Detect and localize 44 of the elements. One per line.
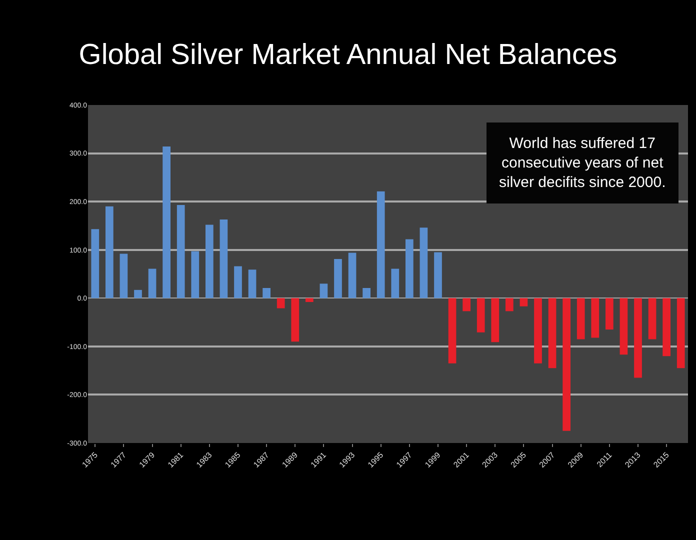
chart-title: Global Silver Market Annual Net Balances bbox=[78, 39, 618, 72]
bar bbox=[391, 268, 400, 298]
bar bbox=[134, 290, 142, 298]
bar bbox=[506, 298, 514, 312]
bar bbox=[462, 298, 470, 312]
bar bbox=[406, 239, 414, 298]
bar bbox=[676, 298, 685, 368]
bar bbox=[320, 284, 328, 298]
bar bbox=[162, 146, 170, 298]
bar bbox=[248, 270, 256, 298]
bar bbox=[206, 224, 214, 298]
bar bbox=[606, 298, 614, 330]
bar bbox=[306, 298, 314, 302]
bar bbox=[562, 298, 570, 431]
bar bbox=[648, 298, 656, 340]
bar bbox=[176, 204, 185, 298]
bar bbox=[420, 228, 428, 298]
bar bbox=[234, 266, 242, 298]
bar bbox=[576, 298, 585, 340]
bar bbox=[620, 298, 628, 355]
bar bbox=[120, 254, 128, 298]
bar bbox=[376, 191, 385, 298]
bar bbox=[348, 252, 356, 298]
bar bbox=[148, 268, 156, 298]
bar bbox=[276, 298, 285, 308]
bar bbox=[448, 298, 456, 364]
bar bbox=[491, 298, 500, 342]
bar bbox=[291, 298, 300, 342]
bar bbox=[362, 288, 370, 298]
bar bbox=[534, 298, 542, 364]
bar bbox=[191, 251, 200, 298]
bar bbox=[634, 298, 642, 378]
bar bbox=[91, 229, 100, 298]
bar bbox=[476, 298, 485, 332]
bar bbox=[591, 298, 600, 338]
bar bbox=[334, 259, 342, 298]
bar bbox=[220, 219, 228, 298]
bar bbox=[662, 298, 670, 356]
bar bbox=[520, 298, 528, 306]
bar bbox=[548, 298, 556, 368]
bar bbox=[262, 288, 270, 298]
bar bbox=[434, 252, 442, 298]
bar bbox=[106, 206, 114, 298]
annotation: World has suffered 17 consecutive years of net silver decifits since 2000. bbox=[499, 135, 666, 191]
